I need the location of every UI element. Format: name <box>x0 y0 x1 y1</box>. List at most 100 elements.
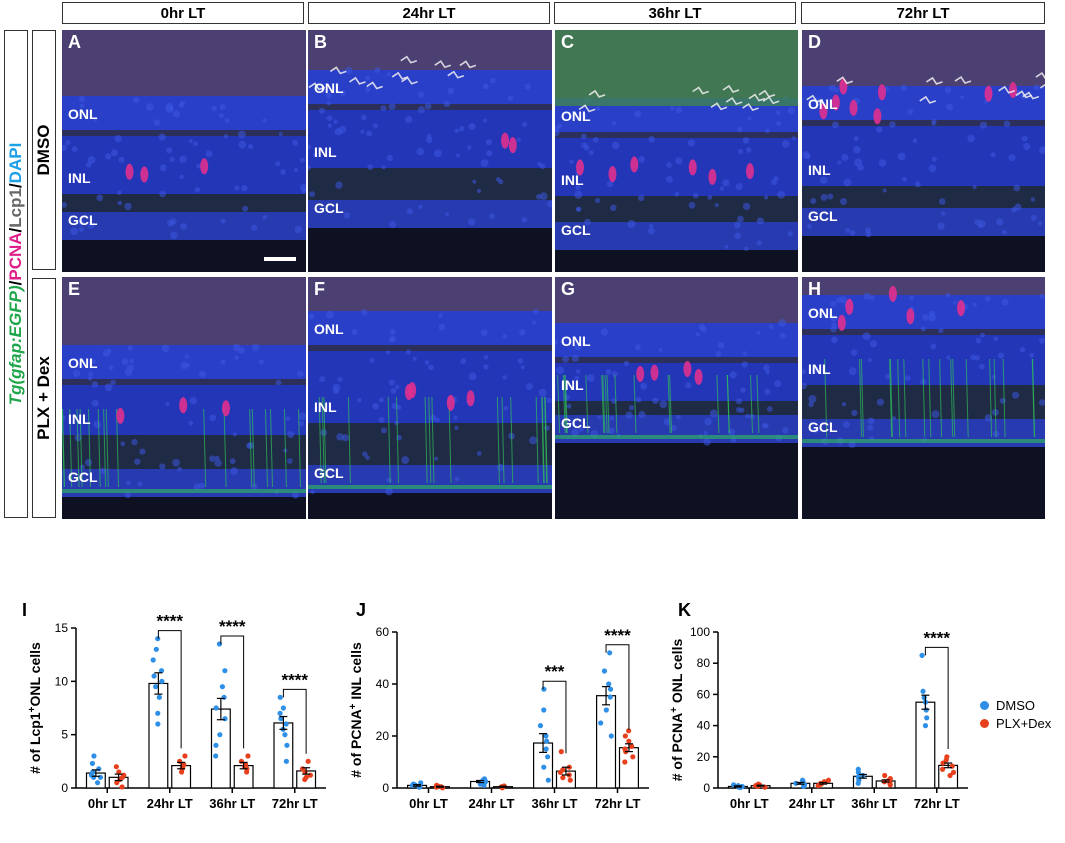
panel-letter: H <box>808 279 821 299</box>
data-point <box>944 754 950 760</box>
row-label-dmso: DMSO <box>34 124 53 176</box>
stain-lcp1: Lcp1 <box>6 188 25 228</box>
data-point <box>541 686 547 692</box>
panel-letter: C <box>561 32 574 52</box>
column-header-36hr: 36hr LT <box>554 2 796 24</box>
y-tick-label: 60 <box>376 625 390 639</box>
stain-label: Tg(gfap:EGFP)/PCNA/Lcp1/DAPI <box>6 143 26 406</box>
column-header-0hr: 0hr LT <box>62 2 304 24</box>
data-point <box>622 759 628 765</box>
data-point <box>607 686 614 692</box>
data-point <box>544 738 550 744</box>
data-point <box>793 780 799 786</box>
data-point <box>543 733 549 739</box>
y-tick-label: 15 <box>55 621 69 635</box>
layer-label-onl: ONL <box>68 106 98 122</box>
layer-label-inl: INL <box>561 172 584 188</box>
x-tick-label: 36hr LT <box>209 796 255 811</box>
data-point <box>182 753 188 759</box>
data-point <box>158 668 165 674</box>
y-tick-label: 60 <box>697 687 711 701</box>
significance-bracket <box>282 688 307 754</box>
data-point <box>153 646 159 652</box>
significance-label: **** <box>604 626 631 645</box>
data-point <box>116 769 122 775</box>
stain-sep: / <box>6 183 25 189</box>
layer-label-gcl: GCL <box>561 415 591 431</box>
legend-swatch-dmso <box>980 700 989 710</box>
chart-letter-k: K <box>678 600 691 620</box>
row-label-box-dmso: DMSO <box>32 30 56 270</box>
data-point <box>121 772 127 778</box>
data-point <box>940 760 946 766</box>
data-point <box>545 754 551 760</box>
data-point <box>558 749 564 755</box>
micrograph-panel-g: G ONL INL GCL <box>555 277 798 519</box>
panel-letter: D <box>808 32 821 52</box>
data-point <box>245 753 251 759</box>
x-tick-label: 24hr LT <box>469 796 515 811</box>
data-point <box>155 636 161 642</box>
layer-label-onl: ONL <box>68 355 98 371</box>
data-point <box>222 668 228 674</box>
data-point <box>950 769 957 775</box>
x-tick-label: 72hr LT <box>595 796 641 811</box>
data-point <box>924 715 930 721</box>
layer-label-gcl: GCL <box>808 208 838 224</box>
data-point <box>114 780 120 786</box>
data-point <box>283 758 289 764</box>
data-point <box>626 728 632 734</box>
data-point <box>560 767 566 773</box>
micrograph-panel-c: C ONL INL GCL <box>555 30 798 272</box>
data-point <box>278 716 284 722</box>
layer-label-inl: INL <box>68 411 91 427</box>
y-axis-label: # of PCNA+ ONL cells <box>669 639 686 782</box>
data-point <box>598 720 604 726</box>
data-point <box>90 769 96 775</box>
data-point <box>603 707 609 713</box>
data-point <box>541 707 547 713</box>
data-point <box>242 761 249 768</box>
stain-sep: / <box>6 280 25 286</box>
data-point <box>939 766 946 772</box>
data-point <box>283 721 289 727</box>
legend: DMSO PLX+Dex <box>980 696 1051 732</box>
data-point <box>825 777 832 783</box>
data-point <box>601 668 608 674</box>
y-tick-label: 5 <box>61 728 68 742</box>
y-axis-label-sup: + <box>669 707 680 713</box>
micrograph-panel-d: D ONL INL GCL <box>802 30 1045 272</box>
chart-k: 0 20 40 60 80 100 # of PCNA+ ONL cells 0hr LT 24… <box>668 580 978 838</box>
data-point <box>96 766 102 772</box>
significance-bracket <box>157 630 182 749</box>
x-tick-label: 0hr LT <box>88 796 127 811</box>
row-label-box-plx: PLX + Dex <box>32 278 56 518</box>
data-point <box>882 772 888 779</box>
layer-label-inl: INL <box>561 377 584 393</box>
data-point <box>277 694 283 700</box>
column-header-24hr: 24hr LT <box>308 2 550 24</box>
significance-bracket <box>605 644 630 730</box>
layer-label-onl: ONL <box>314 80 344 96</box>
micrograph-panel-e: E ONL INL GCL <box>62 277 306 519</box>
panel-letter: B <box>314 32 327 52</box>
layer-label-onl: ONL <box>808 96 838 112</box>
significance-label: **** <box>282 670 309 689</box>
y-tick-label: 80 <box>697 656 711 670</box>
data-point <box>155 710 161 716</box>
layer-label-onl: ONL <box>808 305 838 321</box>
y-axis-label-text: INL cells <box>348 642 364 703</box>
y-tick-label: 40 <box>697 719 711 733</box>
data-point <box>799 777 806 783</box>
micrograph-panel-b: B ONL INL GCL <box>308 30 552 272</box>
chart-j: 0 20 40 60 # of PCNA+ INL cells 0hr LT 24hr LT… <box>345 580 665 838</box>
x-tick-label: 72hr LT <box>272 796 318 811</box>
chart-letter-i: I <box>22 600 28 620</box>
data-point <box>299 766 306 772</box>
data-point <box>113 764 119 770</box>
data-point <box>543 746 549 752</box>
significance-label: **** <box>157 612 184 631</box>
layer-label-onl: ONL <box>314 321 344 337</box>
x-tick-label: 36hr LT <box>532 796 578 811</box>
data-point <box>541 764 547 770</box>
